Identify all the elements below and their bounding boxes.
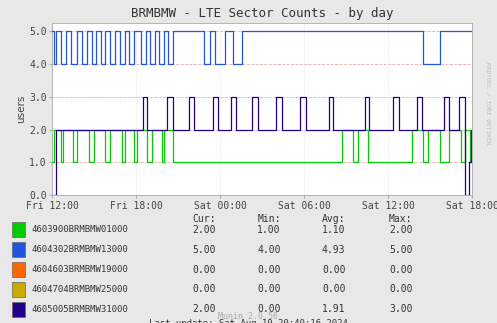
Text: 0.00: 0.00 — [322, 285, 345, 295]
Text: 3.00: 3.00 — [389, 304, 413, 314]
Text: 2.00: 2.00 — [193, 225, 216, 235]
Text: 2.00: 2.00 — [193, 304, 216, 314]
Text: 0.00: 0.00 — [257, 265, 281, 275]
FancyBboxPatch shape — [12, 242, 25, 257]
Title: BRMBMW - LTE Sector Counts - by day: BRMBMW - LTE Sector Counts - by day — [131, 7, 394, 20]
Text: 1.10: 1.10 — [322, 225, 345, 235]
Text: 4.93: 4.93 — [322, 245, 345, 255]
Text: 4604704BRMBMW25000: 4604704BRMBMW25000 — [31, 285, 128, 294]
Text: 0.00: 0.00 — [322, 265, 345, 275]
Text: Max:: Max: — [389, 214, 413, 224]
Text: 1.91: 1.91 — [322, 304, 345, 314]
Text: 0.00: 0.00 — [193, 285, 216, 295]
FancyBboxPatch shape — [12, 302, 25, 317]
FancyBboxPatch shape — [12, 262, 25, 277]
Text: Avg:: Avg: — [322, 214, 345, 224]
Text: 0.00: 0.00 — [389, 265, 413, 275]
Text: 0.00: 0.00 — [257, 285, 281, 295]
Text: 4.00: 4.00 — [257, 245, 281, 255]
Text: 0.00: 0.00 — [257, 304, 281, 314]
Text: 0.00: 0.00 — [389, 285, 413, 295]
Text: 1.00: 1.00 — [257, 225, 281, 235]
Text: 4605005BRMBMW31000: 4605005BRMBMW31000 — [31, 305, 128, 314]
Text: Munin 2.0.56: Munin 2.0.56 — [219, 312, 278, 321]
Text: 2.00: 2.00 — [389, 225, 413, 235]
FancyBboxPatch shape — [12, 282, 25, 297]
Text: 4604603BRMBMW19000: 4604603BRMBMW19000 — [31, 265, 128, 274]
Text: Min:: Min: — [257, 214, 281, 224]
Y-axis label: users: users — [16, 95, 26, 123]
Text: 4604302BRMBMW13000: 4604302BRMBMW13000 — [31, 245, 128, 254]
Text: Cur:: Cur: — [193, 214, 216, 224]
Text: Last update: Sat Aug 10 20:40:16 2024: Last update: Sat Aug 10 20:40:16 2024 — [149, 319, 348, 323]
Text: 5.00: 5.00 — [193, 245, 216, 255]
Text: RRDTOOL / TOBI OETIKER: RRDTOOL / TOBI OETIKER — [486, 62, 491, 145]
Text: 0.00: 0.00 — [193, 265, 216, 275]
Text: 5.00: 5.00 — [389, 245, 413, 255]
FancyBboxPatch shape — [12, 222, 25, 237]
Text: 4603900BRMBMW01000: 4603900BRMBMW01000 — [31, 225, 128, 234]
